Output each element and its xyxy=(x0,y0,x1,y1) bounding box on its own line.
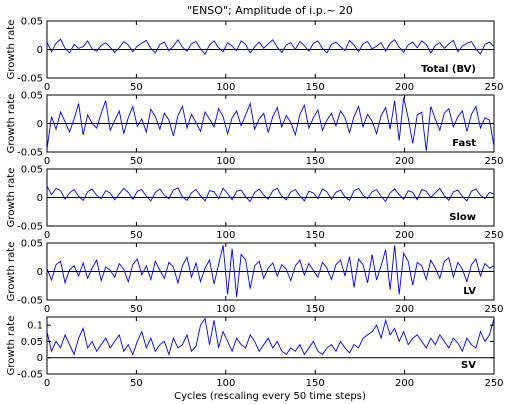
x-tick-label: 0 xyxy=(44,156,50,167)
y-tick-label: 0 xyxy=(37,45,43,56)
y-tick-label: 0.05 xyxy=(21,165,43,176)
y-tick-label: 0.05 xyxy=(21,337,43,348)
y-axis-label: Growth rate xyxy=(6,94,17,154)
x-tick-label: 0 xyxy=(44,230,50,241)
series-line xyxy=(46,38,495,55)
x-tick-label: 0 xyxy=(44,378,50,389)
plot-frame xyxy=(46,316,495,375)
x-tick-label: 50 xyxy=(130,156,143,167)
y-tick-label: 0.05 xyxy=(21,239,43,250)
y-tick-label: -0.05 xyxy=(17,148,43,159)
y-axis-label: Growth rate xyxy=(6,168,17,228)
x-tick-label: 200 xyxy=(395,82,414,93)
y-axis-label: Growth rate xyxy=(6,242,17,302)
x-tick-label: 150 xyxy=(306,82,325,93)
x-tick-label: 100 xyxy=(216,230,235,241)
panel-label: Slow xyxy=(449,212,476,223)
y-tick-label: -0.05 xyxy=(17,370,43,381)
panel-label: LV xyxy=(463,286,476,297)
x-tick-label: 150 xyxy=(306,156,325,167)
x-tick-label: 100 xyxy=(216,82,235,93)
x-tick-label: 200 xyxy=(395,304,414,315)
y-tick-label: 0 xyxy=(37,193,43,204)
x-tick-label: 50 xyxy=(130,304,143,315)
series-line xyxy=(46,185,495,203)
y-tick-label: -0.05 xyxy=(17,296,43,307)
y-tick-label: 0.1 xyxy=(27,321,43,332)
panel-label: SV xyxy=(461,360,476,371)
y-tick-label: 0 xyxy=(37,267,43,278)
y-tick-label: -0.05 xyxy=(17,222,43,233)
x-tick-label: 100 xyxy=(216,304,235,315)
panel-label: Fast xyxy=(452,138,476,149)
y-tick-label: 0.05 xyxy=(21,17,43,28)
series-line xyxy=(46,97,495,151)
panel-label: Total (BV) xyxy=(421,64,476,75)
y-tick-label: 0 xyxy=(37,353,43,364)
x-tick-label: 200 xyxy=(395,378,414,389)
x-axis-label: Cycles (rescaling every 50 time steps) xyxy=(174,391,366,402)
x-tick-label: 50 xyxy=(130,82,143,93)
x-tick-label: 250 xyxy=(484,156,503,167)
x-tick-label: 50 xyxy=(130,378,143,389)
x-tick-label: 250 xyxy=(484,304,503,315)
y-axis-label: Growth rate xyxy=(6,316,17,376)
x-tick-label: 0 xyxy=(44,82,50,93)
x-tick-label: 100 xyxy=(216,156,235,167)
series-line xyxy=(46,245,495,298)
x-tick-label: 200 xyxy=(395,156,414,167)
x-tick-label: 50 xyxy=(130,230,143,241)
x-tick-label: 150 xyxy=(306,304,325,315)
x-tick-label: 250 xyxy=(484,82,503,93)
y-tick-label: -0.05 xyxy=(17,74,43,85)
x-tick-label: 200 xyxy=(395,230,414,241)
y-axis-label: Growth rate xyxy=(6,20,17,80)
x-tick-label: 250 xyxy=(484,230,503,241)
y-tick-label: 0 xyxy=(37,119,43,130)
x-tick-label: 150 xyxy=(306,230,325,241)
x-tick-label: 0 xyxy=(44,304,50,315)
x-tick-label: 150 xyxy=(306,378,325,389)
series-line xyxy=(46,317,495,356)
x-tick-label: 250 xyxy=(484,378,503,389)
y-tick-label: 0.05 xyxy=(21,91,43,102)
chart-title: "ENSO"; Amplitude of i.p.~ 20 xyxy=(187,4,353,17)
x-tick-label: 100 xyxy=(216,378,235,389)
